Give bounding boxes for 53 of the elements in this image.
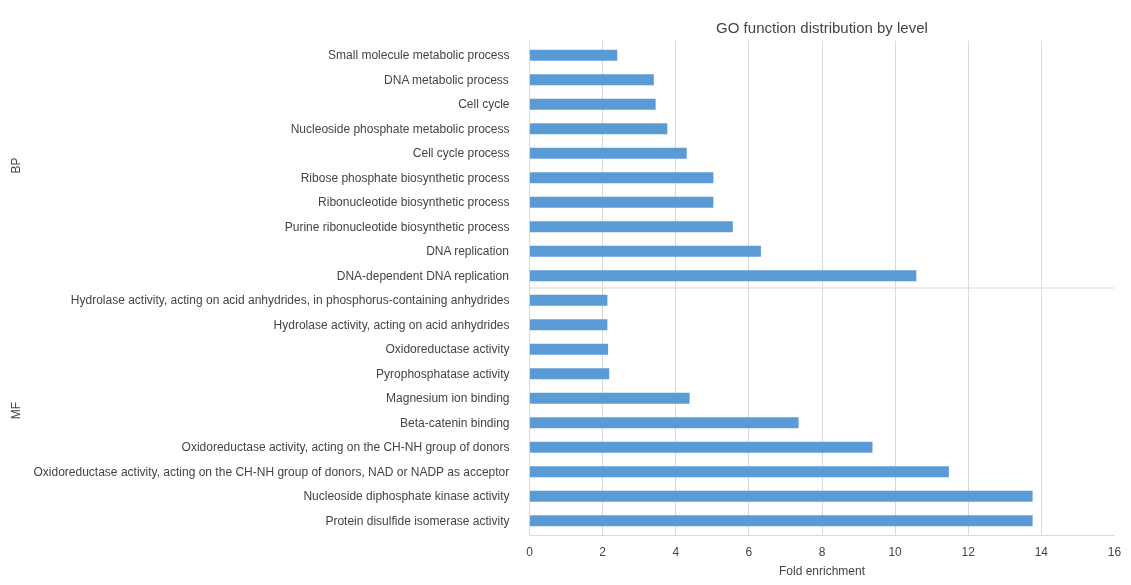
y-tick-label: Ribose phosphate biosynthetic process: [300, 170, 510, 185]
x-tick-label: 16: [1107, 544, 1122, 559]
bar: [529, 49, 618, 61]
y-tick-label: Hydrolase activity, acting on acid anhydrides: [273, 317, 510, 332]
x-tick-label: 8: [818, 544, 826, 559]
y-tick-label: Protein disulfide isomerase activity: [325, 513, 510, 528]
y-tick-label: Hydrolase activity, acting on acid anhydrides, in phosphorus-containing anhydrides: [70, 293, 510, 308]
y-tick-label: Purine ribonucleotide biosynthetic process: [284, 219, 510, 234]
y-tick-label: Nucleoside diphosphate kinase activity: [303, 489, 510, 504]
y-tick-label: DNA replication: [426, 244, 509, 259]
x-tick-label: 6: [745, 544, 753, 559]
bar: [529, 368, 610, 380]
bar: [529, 441, 873, 453]
y-tick-label: Oxidoreductase activity, acting on the CH-NH group of donors: [181, 440, 510, 455]
y-tick-label: Oxidoreductase activity: [385, 342, 510, 357]
bar: [529, 123, 668, 135]
y-tick-label: DNA metabolic process: [384, 72, 509, 87]
bar: [529, 98, 656, 110]
y-tick-label: DNA-dependent DNA replication: [336, 268, 509, 283]
text: MF: [8, 401, 23, 420]
x-tick-label: 12: [961, 544, 976, 559]
bar: [529, 172, 714, 184]
chart-title: GO function distribution by level: [716, 18, 928, 36]
bar: [529, 490, 1033, 502]
y-tick-label: Cell cycle: [458, 97, 510, 112]
x-tick-label: 0: [526, 544, 534, 559]
y-tick-label: Magnesium ion binding: [386, 391, 510, 406]
bar: [529, 196, 714, 208]
y-tick-label: Pyrophosphatase activity: [376, 366, 510, 381]
bar: [529, 294, 608, 306]
y-tick-label: Nucleoside phosphate metabolic process: [290, 121, 510, 136]
bar: [529, 466, 949, 478]
bar: [529, 417, 799, 429]
y-tick-label: Oxidoreductase activity, acting on the CH-NH group of donors, NAD or NADP as acceptor: [33, 464, 510, 479]
x-tick-label: 4: [672, 544, 680, 559]
y-tick-label: Ribonucleotide biosynthetic process: [318, 195, 510, 210]
bar: [529, 343, 609, 355]
y-tick-label: Small molecule metabolic process: [328, 48, 510, 63]
bar: [529, 74, 654, 86]
x-tick-label: 2: [599, 544, 607, 559]
bar: [529, 270, 917, 282]
bar: [529, 245, 761, 257]
bar: [529, 319, 608, 331]
y-tick-label: Cell cycle process: [412, 146, 510, 161]
bar: [529, 221, 733, 233]
x-tick-label: 10: [888, 544, 903, 559]
x-axis-title: Fold enrichment: [778, 563, 866, 578]
x-tick-label: 14: [1034, 544, 1049, 559]
bar: [529, 515, 1033, 527]
text: BP: [8, 157, 23, 174]
bar: [529, 147, 687, 159]
bar: [529, 392, 690, 404]
y-tick-label: Beta-catenin binding: [400, 415, 510, 430]
